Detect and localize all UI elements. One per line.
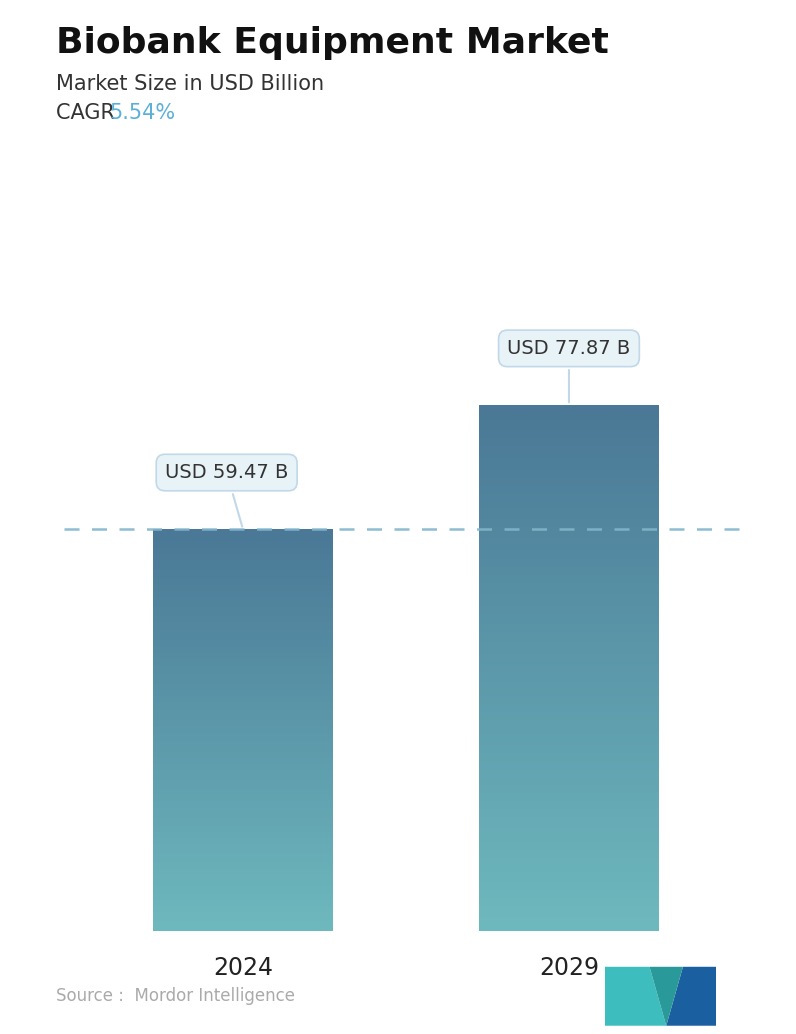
Text: Biobank Equipment Market: Biobank Equipment Market — [56, 26, 609, 60]
Text: 5.54%: 5.54% — [110, 103, 176, 123]
Text: USD 59.47 B: USD 59.47 B — [165, 463, 288, 526]
Text: CAGR: CAGR — [56, 103, 128, 123]
Polygon shape — [666, 967, 716, 1026]
Text: Market Size in USD Billion: Market Size in USD Billion — [56, 74, 324, 94]
Polygon shape — [605, 967, 666, 1026]
Text: USD 77.87 B: USD 77.87 B — [507, 339, 630, 402]
Polygon shape — [650, 967, 683, 1026]
Text: Source :  Mordor Intelligence: Source : Mordor Intelligence — [56, 987, 295, 1005]
